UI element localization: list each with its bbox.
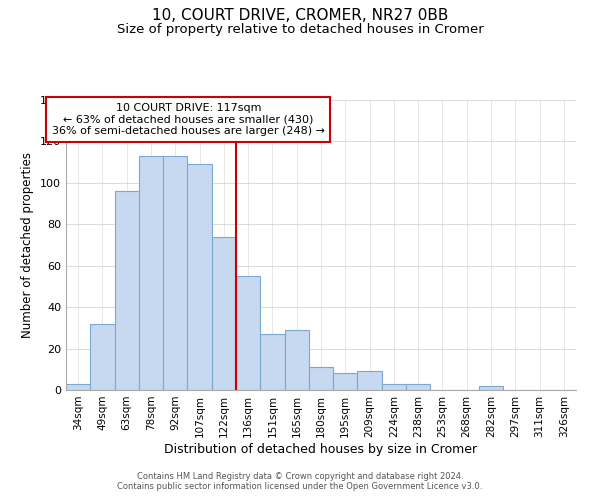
Bar bbox=[163, 156, 187, 390]
Bar bbox=[284, 330, 309, 390]
Bar bbox=[309, 367, 333, 390]
Bar bbox=[479, 386, 503, 390]
X-axis label: Distribution of detached houses by size in Cromer: Distribution of detached houses by size … bbox=[164, 442, 478, 456]
Bar bbox=[90, 324, 115, 390]
Text: Contains public sector information licensed under the Open Government Licence v3: Contains public sector information licen… bbox=[118, 482, 482, 491]
Bar bbox=[187, 164, 212, 390]
Bar bbox=[382, 384, 406, 390]
Bar bbox=[139, 156, 163, 390]
Bar bbox=[212, 236, 236, 390]
Text: 10 COURT DRIVE: 117sqm
← 63% of detached houses are smaller (430)
36% of semi-de: 10 COURT DRIVE: 117sqm ← 63% of detached… bbox=[52, 103, 325, 136]
Bar bbox=[333, 374, 358, 390]
Text: 10, COURT DRIVE, CROMER, NR27 0BB: 10, COURT DRIVE, CROMER, NR27 0BB bbox=[152, 8, 448, 22]
Bar bbox=[260, 334, 284, 390]
Bar bbox=[115, 191, 139, 390]
Bar bbox=[358, 372, 382, 390]
Y-axis label: Number of detached properties: Number of detached properties bbox=[22, 152, 34, 338]
Text: Contains HM Land Registry data © Crown copyright and database right 2024.: Contains HM Land Registry data © Crown c… bbox=[137, 472, 463, 481]
Bar bbox=[236, 276, 260, 390]
Bar bbox=[66, 384, 90, 390]
Text: Size of property relative to detached houses in Cromer: Size of property relative to detached ho… bbox=[116, 22, 484, 36]
Bar bbox=[406, 384, 430, 390]
